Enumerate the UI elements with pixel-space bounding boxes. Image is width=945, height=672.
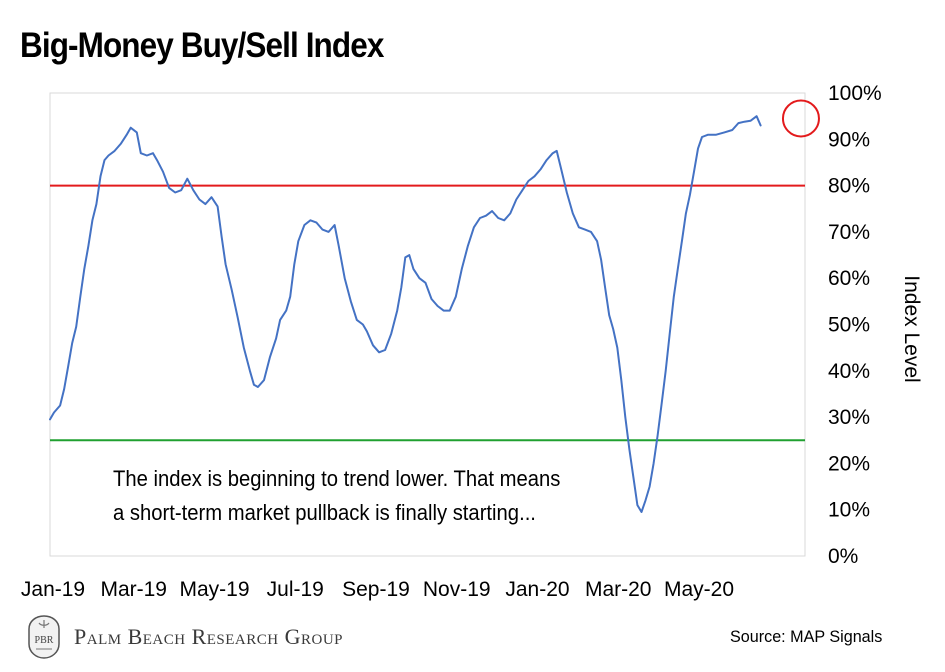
y-tick-label: 50% — [828, 314, 870, 337]
y-tick-label: 90% — [828, 128, 870, 151]
source-note: Source: MAP Signals — [729, 627, 882, 646]
y-tick-label: 0% — [828, 545, 858, 568]
y-tick-label: 80% — [828, 175, 870, 198]
annotation-line-2: a short-term market pullback is finally … — [113, 500, 536, 525]
series-line-0 — [49, 115, 762, 513]
x-tick-label: Sep-19 — [342, 578, 410, 601]
chart-title: Big-Money Buy/Sell Index — [20, 26, 384, 65]
y-axis-label: Index Level — [900, 275, 923, 382]
y-tick-label: 60% — [828, 267, 870, 290]
brand-logo-initials: PBR — [35, 635, 54, 646]
y-tick-label: 30% — [828, 406, 870, 429]
y-tick-label: 100% — [828, 82, 882, 105]
brand: PBR Palm Beach Research Group — [26, 614, 343, 660]
brand-logo-icon: PBR — [28, 615, 60, 659]
x-tick-label: May-20 — [664, 578, 734, 601]
x-tick-label: Jan-20 — [505, 578, 569, 601]
highlight-circle — [781, 99, 820, 138]
annotation-line-1: The index is beginning to trend lower. T… — [113, 466, 561, 491]
annotation-text: The index is beginning to trend lower. T… — [113, 462, 560, 530]
brand-name: Palm Beach Research Group — [74, 624, 343, 649]
x-tick-label: Nov-19 — [423, 578, 491, 601]
x-tick-label: May-19 — [179, 578, 249, 601]
x-tick-label: Mar-20 — [585, 578, 652, 601]
y-tick-label: 20% — [828, 452, 870, 475]
x-tick-label: Mar-19 — [100, 578, 167, 601]
x-tick-label: Jul-19 — [267, 578, 324, 601]
y-tick-label: 10% — [828, 499, 870, 522]
plot-area — [49, 92, 806, 557]
x-tick-label: Jan-19 — [21, 578, 85, 601]
y-tick-label: 40% — [828, 360, 870, 383]
y-tick-label: 70% — [828, 221, 870, 244]
